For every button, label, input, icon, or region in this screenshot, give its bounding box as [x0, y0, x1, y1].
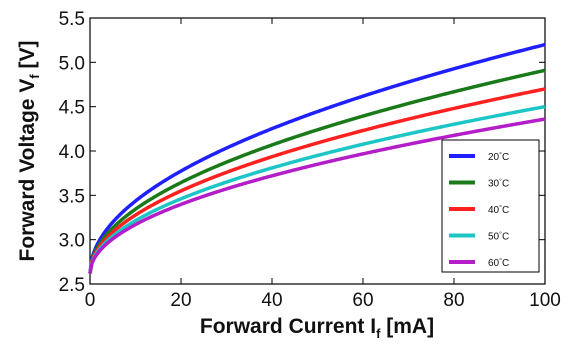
legend-label: 20°C — [488, 151, 509, 163]
y-tick-label: 3.5 — [59, 186, 85, 207]
x-axis-title: Forward Current If [mA] — [200, 315, 434, 341]
legend-label: 40°C — [488, 204, 509, 216]
y-tick-labels: 2.5 3.0 3.5 4.0 4.5 5.0 5.5 — [59, 9, 85, 296]
legend-label: 60°C — [488, 257, 509, 269]
y-tick-label: 5.0 — [59, 53, 85, 74]
x-tick-label: 0 — [85, 290, 96, 311]
x-tick-label: 40 — [261, 290, 282, 311]
series-line-60c — [88, 117, 546, 274]
series-lines — [88, 42, 546, 274]
x-tick-label: 20 — [170, 290, 191, 311]
legend: 20°C 30°C 40°C 50°C 60°C — [441, 139, 540, 273]
x-tick-label: 80 — [443, 290, 464, 311]
y-tick-label: 3.0 — [59, 231, 85, 252]
y-tick-label: 4.5 — [59, 98, 85, 119]
y-tick-label: 4.0 — [59, 142, 85, 163]
series-line-20c — [88, 42, 546, 274]
series-line-40c — [88, 87, 546, 274]
x-tick-label: 60 — [352, 290, 373, 311]
series-line-30c — [88, 68, 546, 274]
legend-label: 30°C — [488, 178, 509, 190]
legend-box — [441, 139, 540, 273]
axis-ticks — [89, 17, 546, 285]
y-axis-title: Forward Voltage Vf [V] — [16, 41, 42, 262]
legend-label: 50°C — [488, 231, 509, 243]
x-tick-labels: 0 20 40 60 80 100 — [85, 290, 561, 311]
x-tick-label: 100 — [529, 290, 561, 311]
legend-items: 20°C 30°C 40°C 50°C 60°C — [449, 151, 509, 269]
y-tick-label: 5.5 — [59, 9, 85, 30]
y-tick-label: 2.5 — [59, 275, 85, 296]
series-line-50c — [88, 104, 546, 274]
